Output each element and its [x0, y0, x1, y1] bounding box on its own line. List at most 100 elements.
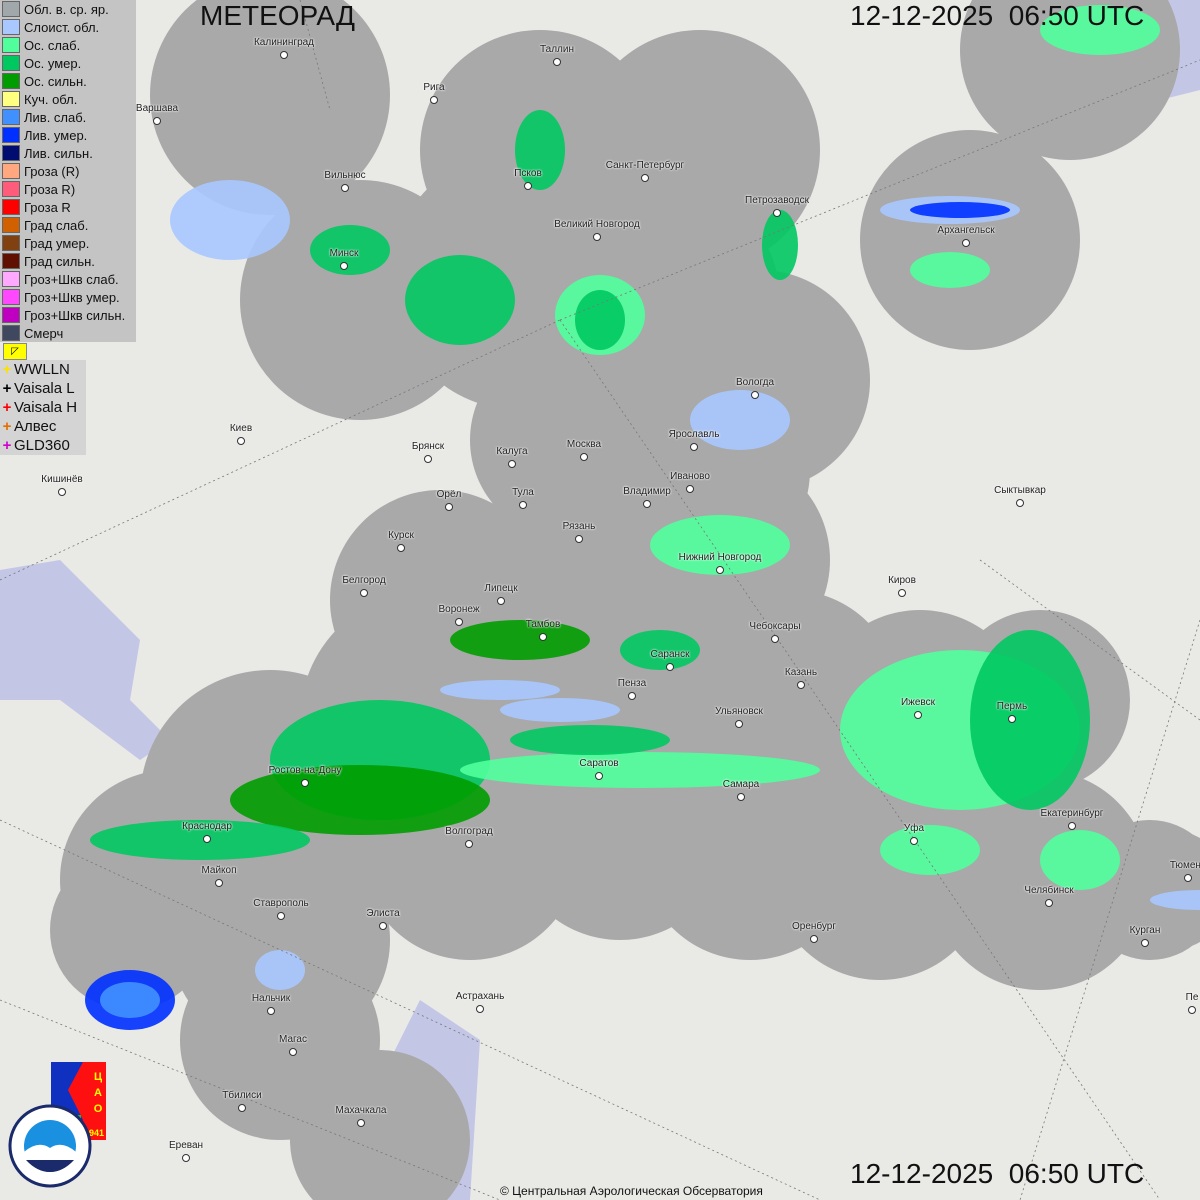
city-marker: [397, 544, 405, 552]
lightning-legend-item: + Vaisala H: [0, 398, 82, 417]
legend-swatch: [2, 199, 20, 215]
city-marker: [524, 182, 532, 190]
legend-label: Лив. слаб.: [24, 109, 87, 125]
roshydromet-logo: [8, 1104, 92, 1188]
lightning-legend: + WWLLN + Vaisala L + Vaisala H + Алвес + GLD360: [0, 360, 86, 455]
city-label: Пермь: [996, 701, 1028, 712]
city-label: Саранск: [650, 649, 690, 660]
legend-swatch: [2, 325, 20, 341]
city-label: Чебоксары: [749, 621, 801, 632]
city-label: Пенза: [617, 678, 647, 689]
precipitation-area: [910, 202, 1010, 218]
city-label: Москва: [566, 439, 602, 450]
legend-label: Град слаб.: [24, 217, 89, 233]
precipitation-area: [575, 290, 625, 350]
legend-swatch: [2, 181, 20, 197]
legend-swatch: [2, 127, 20, 143]
lightning-cross-icon: +: [2, 399, 12, 416]
toggle-legend-button[interactable]: ◸: [3, 343, 27, 360]
city-marker: [341, 184, 349, 192]
legend-item: Гроз+Шкв слаб.: [0, 270, 133, 288]
legend-item: Смерч: [0, 324, 133, 342]
city-marker: [58, 488, 66, 496]
legend-item: Гроза (R): [0, 162, 133, 180]
copyright-credit: © Центральная Аэрологическая Обсерватори…: [500, 1184, 763, 1198]
legend-item: Ос. сильн.: [0, 72, 133, 90]
precipitation-area: [1150, 890, 1200, 910]
city-marker: [641, 174, 649, 182]
radar-coverage-circle: [930, 770, 1150, 990]
city-label: Таллин: [540, 44, 574, 55]
logos: Ц А О 1941: [8, 1062, 106, 1188]
legend-swatch: [2, 163, 20, 179]
city-label: Киров: [888, 575, 916, 586]
precipitation-area: [500, 698, 620, 722]
city-label: Ереван: [168, 1140, 204, 1151]
legend-label: Град сильн.: [24, 253, 95, 269]
city-label: Тамбов: [525, 619, 561, 630]
city-marker: [153, 117, 161, 125]
city-marker: [751, 391, 759, 399]
precipitation-area: [1040, 5, 1160, 55]
city-label: Магас: [279, 1034, 307, 1045]
legend-item: Гроз+Шкв умер.: [0, 288, 133, 306]
legend-label: Ос. умер.: [24, 55, 82, 71]
city-marker: [553, 58, 561, 66]
city-marker: [1188, 1006, 1196, 1014]
legend-label: Слоист. обл.: [24, 19, 100, 35]
city-marker: [666, 663, 674, 671]
legend-item: Гроза R: [0, 198, 133, 216]
city-marker: [476, 1005, 484, 1013]
legend-swatch: [2, 55, 20, 71]
city-marker: [424, 455, 432, 463]
city-label: Иваново: [670, 471, 710, 482]
city-marker: [465, 840, 473, 848]
city-marker: [773, 209, 781, 217]
precipitation: [85, 5, 1200, 1030]
radar-coverage-circle: [770, 760, 990, 980]
legend-swatch: [2, 289, 20, 305]
city-label: Казань: [784, 667, 818, 678]
city-label: Санкт-Петербург: [605, 160, 685, 171]
lightning-cross-icon: +: [2, 361, 12, 378]
legend-item: Слоист. обл.: [0, 18, 133, 36]
lightning-legend-label: Алвес: [14, 418, 57, 435]
legend-item: Гроза R): [0, 180, 133, 198]
city-label: Саратов: [579, 758, 619, 769]
city-label: Нальчик: [251, 993, 291, 1004]
lightning-cross-icon: +: [2, 380, 12, 397]
legend-label: Лив. сильн.: [24, 145, 93, 161]
city-label: Калуга: [496, 446, 528, 457]
precipitation-area: [510, 725, 670, 755]
city-marker: [575, 535, 583, 543]
city-marker: [716, 566, 724, 574]
city-label: Минск: [329, 248, 359, 259]
radar-coverage: [50, 0, 1200, 1200]
city-marker: [215, 879, 223, 887]
lightning-legend-item: + Vaisala L: [0, 379, 82, 398]
city-marker: [1016, 499, 1024, 507]
city-label: Тбилиси: [222, 1090, 262, 1101]
svg-text:1941: 1941: [84, 1128, 104, 1138]
precipitation-area: [650, 515, 790, 575]
precipitation-area: [620, 630, 700, 670]
city-marker: [360, 589, 368, 597]
legend-swatch: [2, 217, 20, 233]
svg-text:А: А: [94, 1087, 102, 1099]
city-label: Курган: [1129, 925, 1161, 936]
city-marker: [445, 503, 453, 511]
legend-label: Гроза R: [24, 199, 71, 215]
precipitation-legend: Обл. в. ср. яр. Слоист. обл. Ос. слаб. Ос. …: [0, 0, 136, 342]
legend-label: Ос. слаб.: [24, 37, 81, 53]
city-label: Пе: [1185, 992, 1199, 1003]
city-marker: [1008, 715, 1016, 723]
city-label: Рязань: [562, 521, 596, 532]
legend-swatch: [2, 109, 20, 125]
page-title: МЕТЕОРАД: [200, 0, 355, 31]
city-marker: [379, 922, 387, 930]
city-label: Майкоп: [201, 865, 237, 876]
precipitation-area: [90, 820, 310, 860]
legend-label: Обл. в. ср. яр.: [24, 1, 109, 17]
legend-swatch: [2, 145, 20, 161]
